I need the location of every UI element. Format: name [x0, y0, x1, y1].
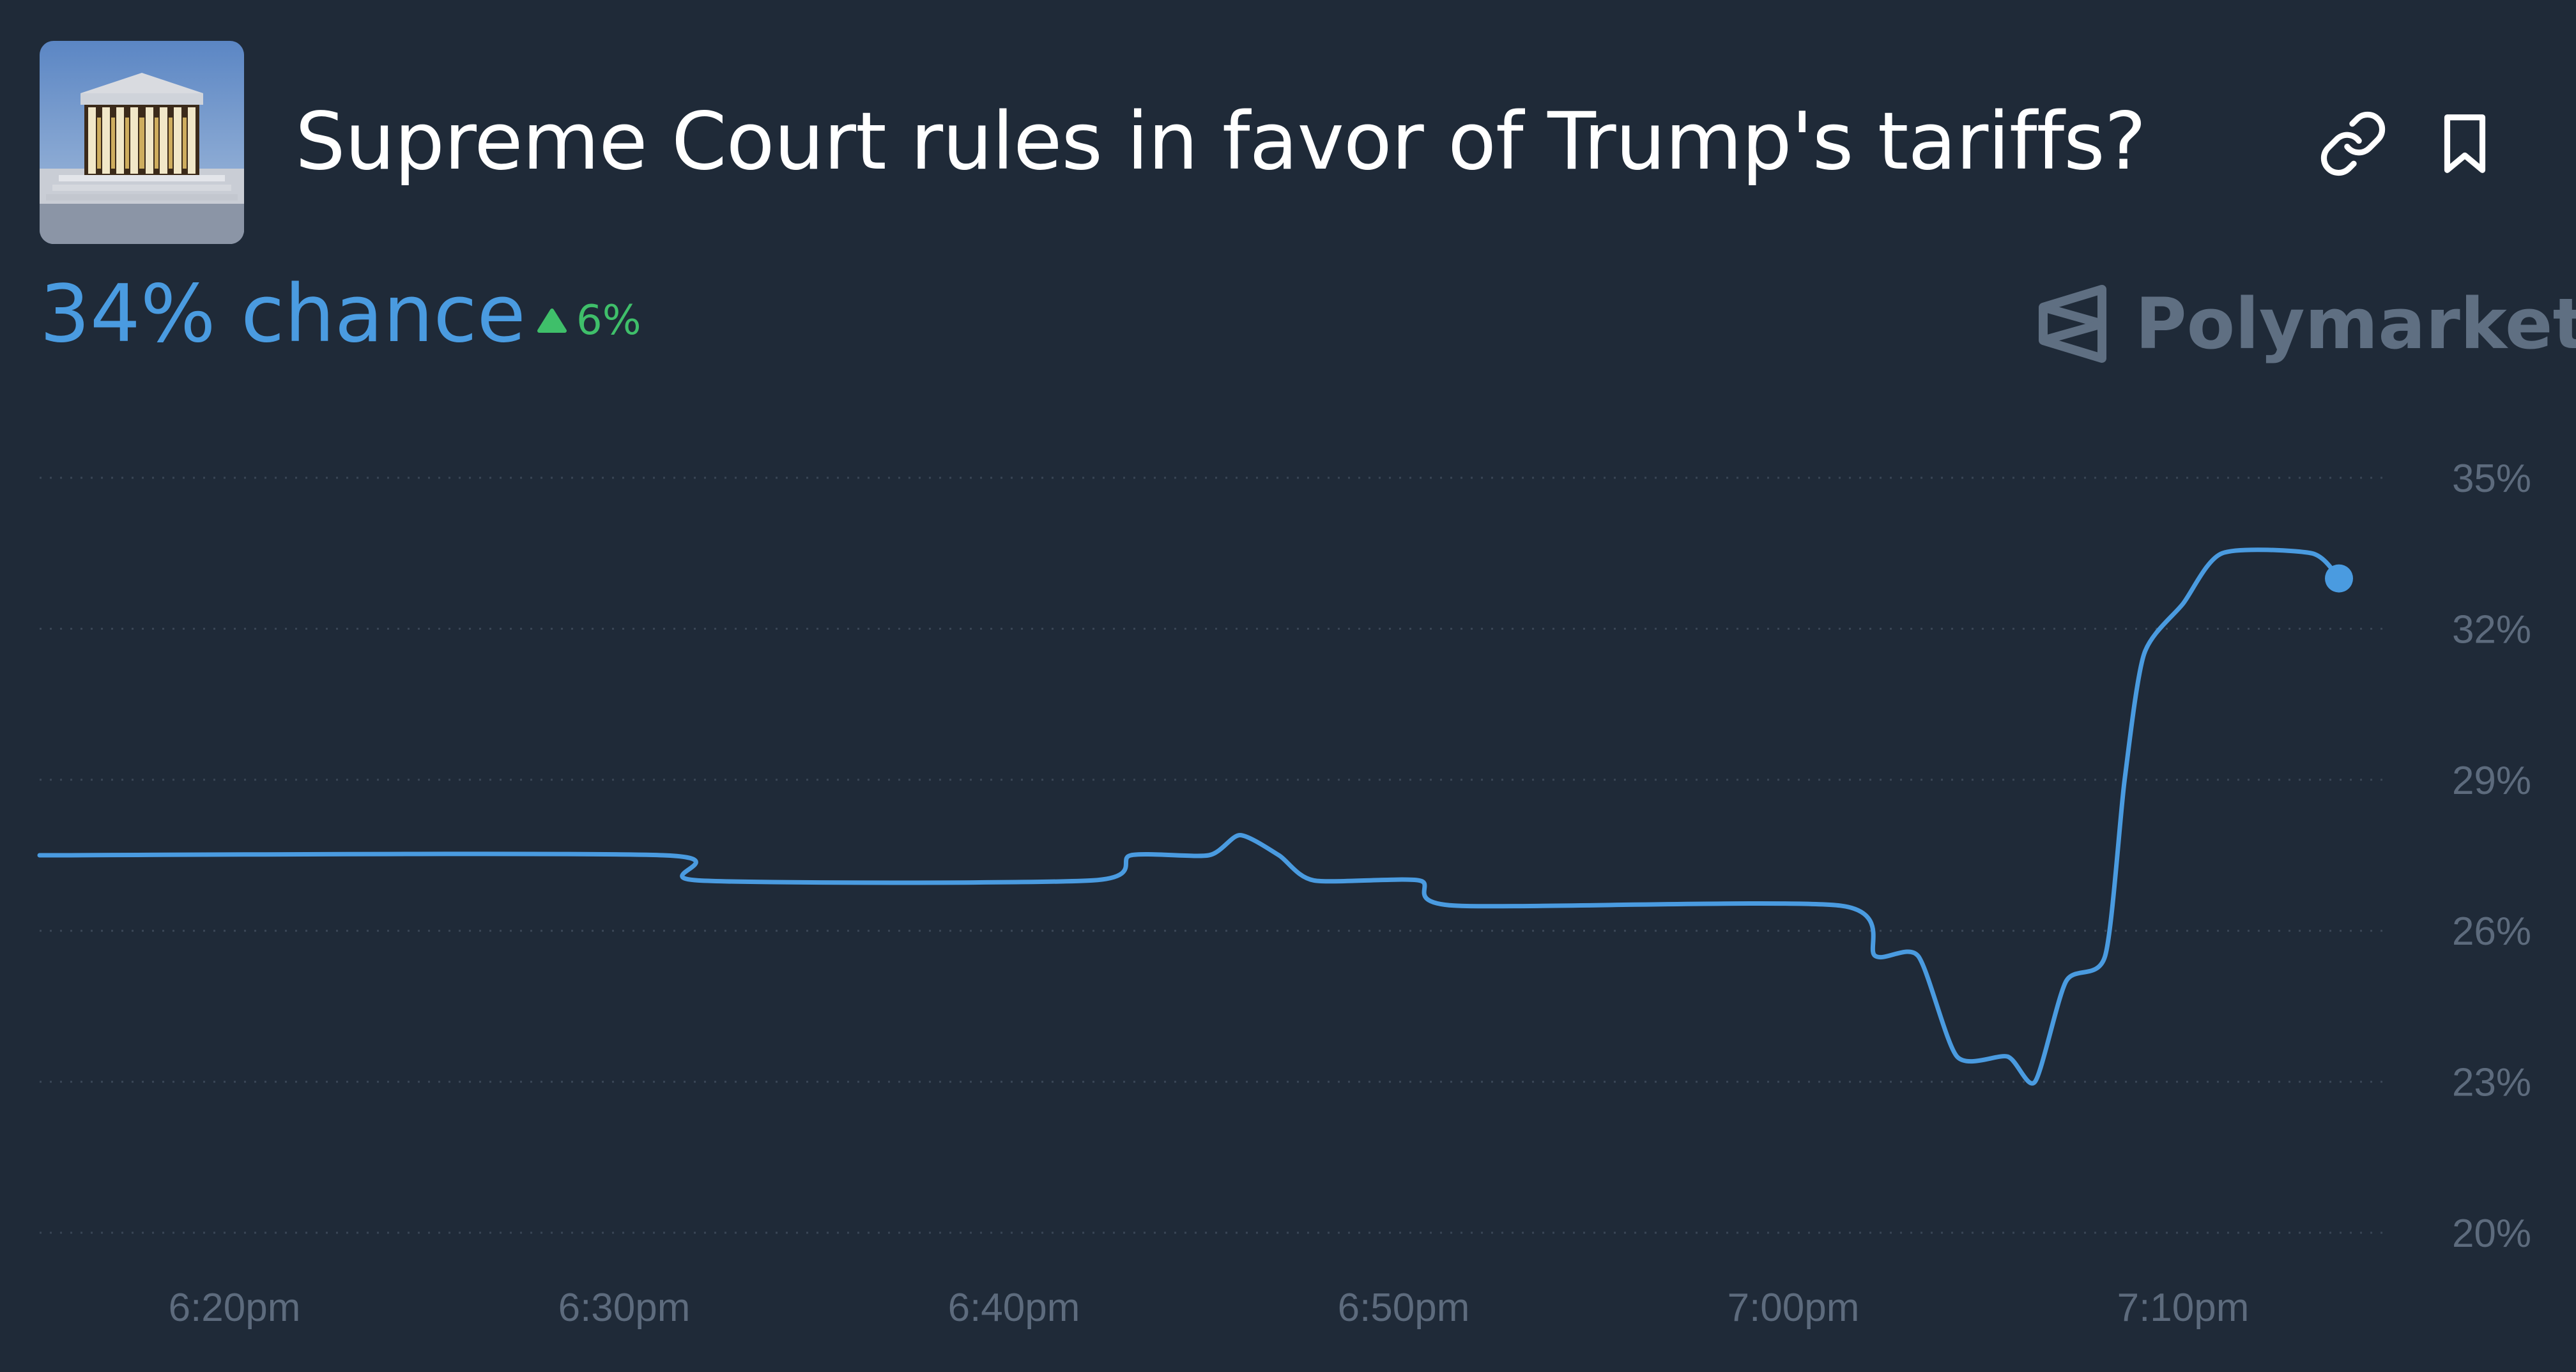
- supreme-court-image: [40, 41, 244, 244]
- change-indicator: 6%: [537, 297, 641, 344]
- x-tick-label: 7:00pm: [1728, 1286, 1860, 1330]
- brand-name: Polymarket: [2135, 283, 2576, 365]
- series-line-yes: [37, 547, 2342, 1086]
- y-tick-label: 20%: [2452, 1212, 2531, 1256]
- bookmark-button[interactable]: [2430, 109, 2500, 179]
- y-tick-label: 23%: [2452, 1061, 2531, 1105]
- y-tick-label: 26%: [2452, 910, 2531, 954]
- x-tick-label: 6:20pm: [169, 1286, 301, 1330]
- chance-value: 34% chance: [40, 268, 526, 360]
- y-tick-label: 32%: [2452, 607, 2531, 652]
- polymarket-logo-icon: [2039, 285, 2106, 363]
- copy-link-button[interactable]: [2318, 109, 2388, 179]
- x-tick-label: 6:30pm: [558, 1286, 691, 1330]
- y-tick-label: 29%: [2452, 759, 2531, 803]
- bookmark-icon: [2444, 114, 2486, 173]
- y-tick-label: 35%: [2452, 457, 2531, 501]
- x-tick-label: 7:10pm: [2117, 1286, 2250, 1330]
- link-icon: [2320, 111, 2386, 176]
- triangle-up-icon: [537, 309, 567, 333]
- x-tick-label: 6:50pm: [1338, 1286, 1470, 1330]
- market-thumbnail: [40, 41, 244, 244]
- brand-logo: Polymarket: [2038, 276, 2576, 372]
- x-tick-label: 6:40pm: [948, 1286, 1080, 1330]
- page-title: Supreme Court rules in favor of Trump's …: [295, 96, 2147, 188]
- change-value: 6%: [576, 297, 641, 344]
- series-endpoint: [2325, 564, 2353, 593]
